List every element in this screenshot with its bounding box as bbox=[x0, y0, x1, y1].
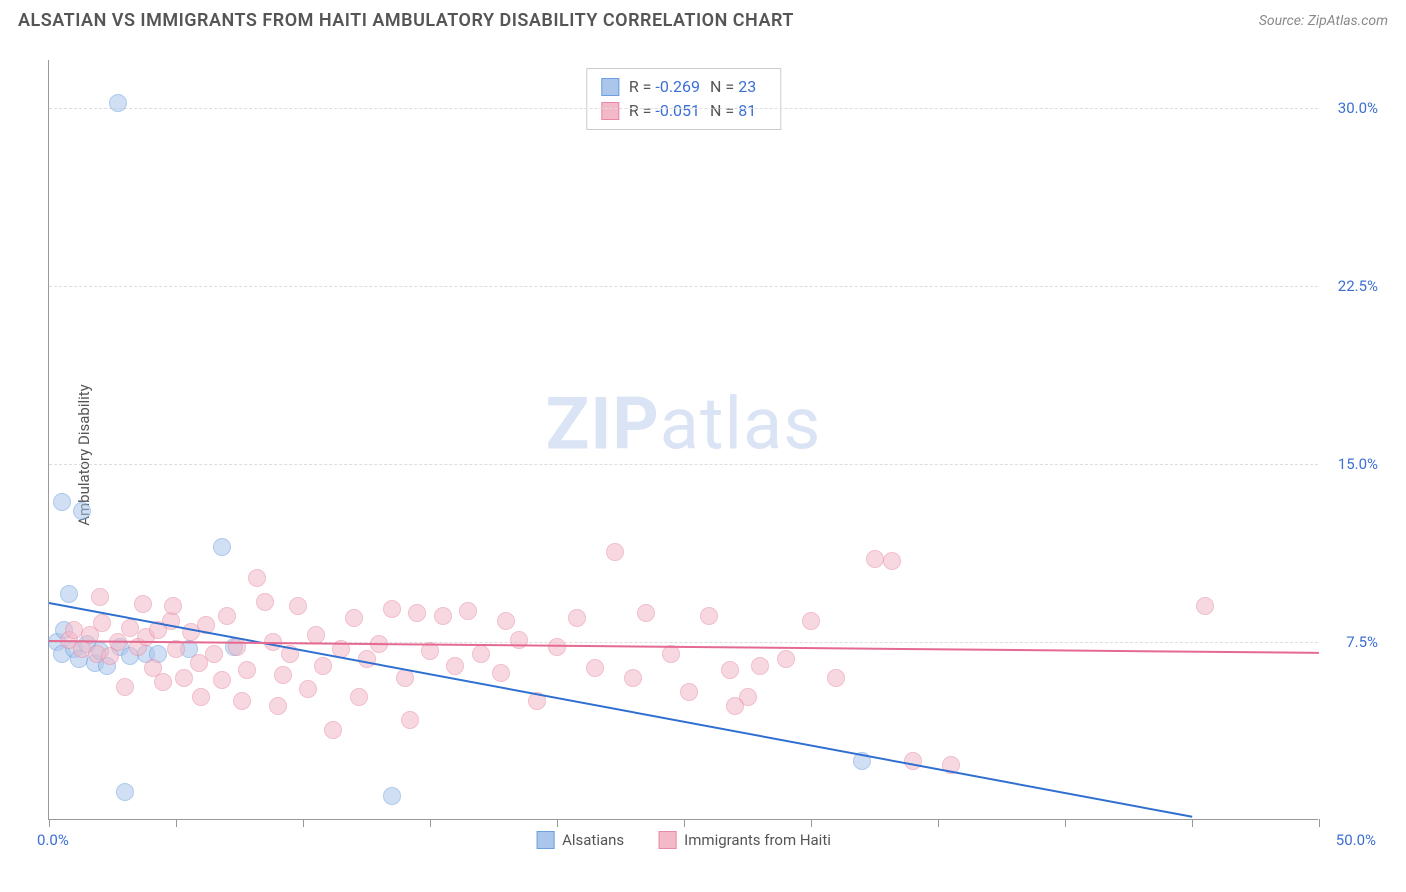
swatch-alsatians bbox=[601, 78, 619, 96]
scatter-point bbox=[289, 597, 307, 615]
y-tick-label: 7.5% bbox=[1346, 633, 1378, 651]
legend-row-haiti: R =-0.051N =81 bbox=[601, 99, 766, 123]
x-tick bbox=[557, 819, 558, 827]
scatter-point bbox=[116, 783, 134, 801]
scatter-point bbox=[1196, 597, 1214, 615]
scatter-point bbox=[383, 600, 401, 618]
scatter-point bbox=[726, 697, 744, 715]
y-tick-label: 30.0% bbox=[1338, 99, 1378, 117]
x-tick bbox=[1065, 819, 1066, 827]
scatter-point bbox=[299, 680, 317, 698]
legend-series: Alsatians Immigrants from Haiti bbox=[536, 831, 831, 849]
source-text: Source: ZipAtlas.com bbox=[1259, 13, 1388, 29]
scatter-point bbox=[383, 787, 401, 805]
scatter-point bbox=[492, 664, 510, 682]
scatter-point bbox=[116, 678, 134, 696]
scatter-point bbox=[497, 612, 515, 630]
y-tick-label: 22.5% bbox=[1338, 277, 1378, 295]
x-tick bbox=[176, 819, 177, 827]
scatter-point bbox=[238, 661, 256, 679]
legend-item-alsatians: Alsatians bbox=[536, 831, 624, 849]
scatter-point bbox=[606, 543, 624, 561]
watermark: ZIPatlas bbox=[546, 382, 822, 467]
y-tick-label: 15.0% bbox=[1338, 455, 1378, 473]
scatter-point bbox=[624, 669, 642, 687]
scatter-point bbox=[134, 595, 152, 613]
scatter-point bbox=[408, 604, 426, 622]
scatter-point bbox=[568, 609, 586, 627]
x-tick bbox=[684, 819, 685, 827]
x-max-label: 50.0% bbox=[1336, 831, 1376, 849]
x-tick bbox=[1192, 819, 1193, 827]
scatter-point bbox=[324, 721, 342, 739]
scatter-point bbox=[93, 614, 111, 632]
scatter-point bbox=[721, 661, 739, 679]
scatter-point bbox=[586, 659, 604, 677]
trend-line bbox=[49, 602, 1192, 818]
scatter-point bbox=[248, 569, 266, 587]
legend-label-alsatians: Alsatians bbox=[562, 831, 624, 849]
x-tick bbox=[49, 819, 50, 827]
scatter-point bbox=[358, 650, 376, 668]
scatter-point bbox=[350, 688, 368, 706]
scatter-point bbox=[401, 711, 419, 729]
scatter-point bbox=[256, 593, 274, 611]
x-tick bbox=[430, 819, 431, 827]
swatch-haiti bbox=[601, 102, 619, 120]
x-tick bbox=[938, 819, 939, 827]
scatter-point bbox=[434, 607, 452, 625]
scatter-point bbox=[883, 552, 901, 570]
scatter-point bbox=[91, 588, 109, 606]
scatter-point bbox=[53, 493, 71, 511]
scatter-point bbox=[274, 666, 292, 684]
scatter-point bbox=[680, 683, 698, 701]
scatter-point bbox=[218, 607, 236, 625]
grid-line bbox=[49, 286, 1318, 287]
scatter-point bbox=[73, 502, 91, 520]
chart-container: Ambulatory Disability ZIPatlas R =-0.269… bbox=[48, 60, 1358, 850]
scatter-point bbox=[213, 671, 231, 689]
grid-line bbox=[49, 108, 1318, 109]
legend-label-haiti: Immigrants from Haiti bbox=[684, 831, 831, 849]
scatter-point bbox=[213, 538, 231, 556]
scatter-point bbox=[175, 669, 193, 687]
scatter-point bbox=[802, 612, 820, 630]
legend-row-alsatians: R =-0.269N =23 bbox=[601, 75, 766, 99]
legend-item-haiti: Immigrants from Haiti bbox=[658, 831, 831, 849]
scatter-point bbox=[751, 657, 769, 675]
x-tick bbox=[811, 819, 812, 827]
swatch-haiti-icon bbox=[658, 831, 676, 849]
grid-line bbox=[49, 464, 1318, 465]
scatter-point bbox=[154, 673, 172, 691]
scatter-point bbox=[60, 585, 78, 603]
swatch-alsatians-icon bbox=[536, 831, 554, 849]
legend-correlation: R =-0.269N =23 R =-0.051N =81 bbox=[586, 68, 781, 130]
x-tick bbox=[1319, 819, 1320, 827]
scatter-point bbox=[314, 657, 332, 675]
scatter-point bbox=[109, 94, 127, 112]
scatter-point bbox=[446, 657, 464, 675]
scatter-point bbox=[866, 550, 884, 568]
scatter-point bbox=[192, 688, 210, 706]
scatter-point bbox=[827, 669, 845, 687]
scatter-point bbox=[307, 626, 325, 644]
x-tick bbox=[303, 819, 304, 827]
scatter-point bbox=[233, 692, 251, 710]
scatter-point bbox=[700, 607, 718, 625]
scatter-point bbox=[164, 597, 182, 615]
scatter-point bbox=[904, 752, 922, 770]
x-min-label: 0.0% bbox=[37, 831, 69, 849]
scatter-point bbox=[459, 602, 477, 620]
scatter-point bbox=[205, 645, 223, 663]
scatter-point bbox=[777, 650, 795, 668]
scatter-point bbox=[472, 645, 490, 663]
scatter-point bbox=[269, 697, 287, 715]
scatter-point bbox=[637, 604, 655, 622]
chart-title: ALSATIAN VS IMMIGRANTS FROM HAITI AMBULA… bbox=[18, 10, 794, 31]
plot-area: ZIPatlas R =-0.269N =23 R =-0.051N =81 A… bbox=[48, 60, 1318, 820]
scatter-point bbox=[345, 609, 363, 627]
